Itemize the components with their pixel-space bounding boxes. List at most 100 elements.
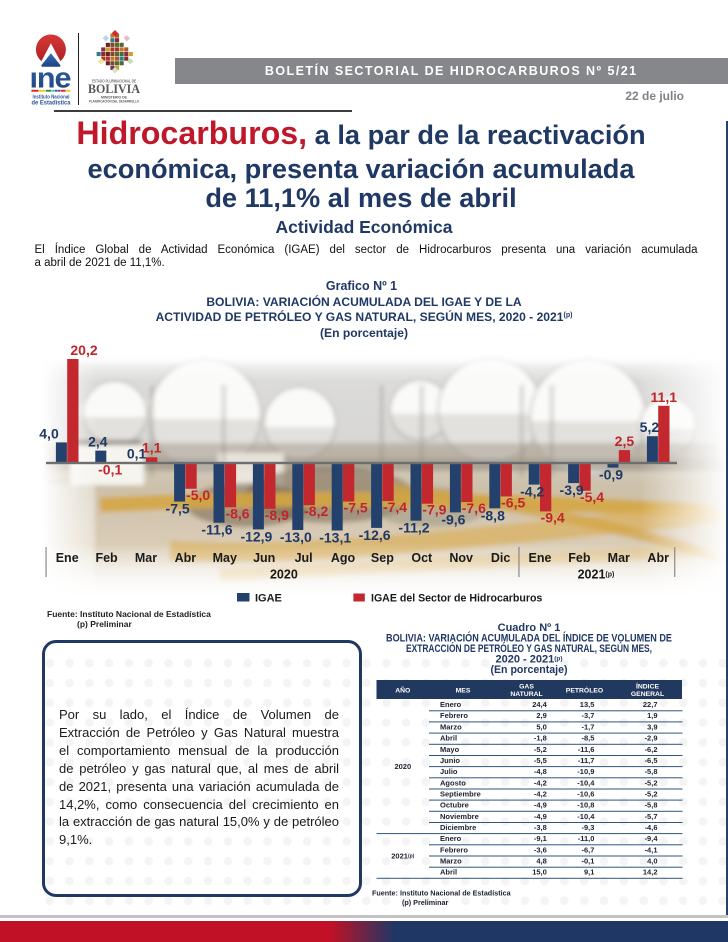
- svg-text:-4,1: -4,1: [645, 845, 658, 854]
- svg-text:-11,2: -11,2: [398, 520, 429, 536]
- svg-text:Julio: Julio: [440, 767, 458, 776]
- svg-text:Marzo: Marzo: [440, 857, 462, 866]
- svg-text:BOLIVIA: BOLIVIA: [88, 82, 140, 96]
- svg-text:Cuadro Nº 1: Cuadro Nº 1: [498, 622, 561, 634]
- svg-text:4,8: 4,8: [536, 857, 546, 866]
- svg-text:Noviembre: Noviembre: [440, 812, 479, 821]
- svg-text:-5,2: -5,2: [534, 745, 547, 754]
- svg-text:Oct: Oct: [411, 551, 433, 565]
- svg-text:-4,8: -4,8: [534, 767, 547, 776]
- svg-text:Ene: Ene: [529, 551, 552, 565]
- svg-text:(En porcentaje): (En porcentaje): [490, 664, 567, 676]
- svg-text:-6,2: -6,2: [645, 745, 658, 754]
- svg-text:Mar: Mar: [608, 551, 630, 565]
- svg-text:-9,4: -9,4: [541, 509, 565, 525]
- svg-text:2,9: 2,9: [536, 711, 546, 720]
- svg-text:Enero: Enero: [440, 834, 462, 843]
- svg-text:-1,7: -1,7: [581, 722, 594, 731]
- svg-text:Abr: Abr: [647, 551, 669, 565]
- svg-text:(p) Preliminar: (p) Preliminar: [402, 898, 449, 907]
- svg-text:-11,7: -11,7: [578, 756, 595, 765]
- svg-text:2,4: 2,4: [88, 434, 108, 450]
- svg-text:-3,7: -3,7: [581, 711, 594, 720]
- svg-text:BOLIVIA: VARIACIÓN ACUMULADA D: BOLIVIA: VARIACIÓN ACUMULADA DEL ÍNDICE …: [386, 632, 672, 645]
- svg-text:Ago: Ago: [331, 551, 356, 565]
- svg-text:Febrero: Febrero: [440, 845, 468, 854]
- svg-text:2020: 2020: [270, 568, 298, 582]
- svg-text:Mayo: Mayo: [440, 745, 460, 754]
- svg-text:-10,6: -10,6: [577, 789, 594, 798]
- svg-text:Abr: Abr: [175, 551, 197, 565]
- svg-text:-2,9: -2,9: [645, 734, 658, 743]
- svg-text:-4,6: -4,6: [645, 823, 658, 832]
- svg-text:NATURAL: NATURAL: [510, 691, 542, 698]
- svg-text:2021(p): 2021(p): [391, 852, 414, 861]
- svg-text:24,4: 24,4: [532, 700, 547, 709]
- svg-text:-3,8: -3,8: [534, 823, 547, 832]
- svg-text:-10,4: -10,4: [577, 778, 595, 787]
- svg-text:4,0: 4,0: [39, 425, 59, 441]
- svg-text:-3,9: -3,9: [560, 482, 584, 498]
- svg-text:MINISTERIO DE: MINISTERIO DE: [101, 96, 128, 100]
- svg-text:-9,6: -9,6: [441, 511, 465, 527]
- svg-text:-8,9: -8,9: [265, 507, 289, 523]
- svg-text:13,5: 13,5: [580, 700, 595, 709]
- svg-text:IGAE: IGAE: [255, 593, 282, 605]
- svg-text:-9,4: -9,4: [645, 834, 659, 843]
- svg-text:May: May: [213, 551, 237, 565]
- svg-text:-11,0: -11,0: [578, 834, 595, 843]
- svg-text:-7,9: -7,9: [422, 502, 446, 518]
- svg-text:EXTRACCIÓN DE PETRÓLEO Y GAS N: EXTRACCIÓN DE PETRÓLEO Y GAS NATURAL, SE…: [406, 642, 652, 655]
- svg-text:-6,5: -6,5: [645, 756, 658, 765]
- svg-text:de Estadística: de Estadística: [32, 101, 72, 107]
- svg-text:MES: MES: [456, 688, 471, 695]
- svg-text:-8,6: -8,6: [225, 505, 249, 521]
- svg-text:-4,9: -4,9: [534, 812, 547, 821]
- svg-text:-8,8: -8,8: [481, 507, 505, 523]
- svg-text:-8,5: -8,5: [581, 734, 594, 743]
- svg-text:Agosto: Agosto: [440, 778, 466, 787]
- svg-text:0,1: 0,1: [127, 446, 147, 462]
- svg-text:-1,8: -1,8: [534, 734, 547, 743]
- svg-text:Feb: Feb: [95, 551, 118, 565]
- svg-text:20,2: 20,2: [70, 342, 97, 358]
- svg-text:-7,5: -7,5: [166, 501, 190, 517]
- svg-text:Dic: Dic: [491, 551, 511, 565]
- svg-text:22,7: 22,7: [643, 700, 658, 709]
- svg-text:Nov: Nov: [449, 551, 473, 565]
- svg-text:GAS: GAS: [519, 684, 534, 691]
- svg-text:-12,6: -12,6: [359, 527, 391, 543]
- svg-text:ÍNDICE: ÍNDICE: [636, 682, 660, 691]
- svg-text:Jun: Jun: [253, 551, 275, 565]
- svg-text:-6,5: -6,5: [501, 495, 525, 511]
- svg-text:Febrero: Febrero: [440, 711, 468, 720]
- svg-text:-7,5: -7,5: [344, 500, 368, 516]
- svg-text:Octubre: Octubre: [440, 801, 469, 810]
- svg-text:11,1: 11,1: [651, 389, 678, 405]
- svg-text:-10,4: -10,4: [577, 812, 595, 821]
- svg-text:9,1: 9,1: [584, 868, 594, 877]
- svg-text:-9,1: -9,1: [534, 834, 547, 843]
- svg-text:Feb: Feb: [568, 551, 591, 565]
- svg-text:IGAE del Sector de Hidrocarbur: IGAE del Sector de Hidrocarburos: [371, 593, 542, 605]
- svg-text:1,1: 1,1: [142, 439, 162, 455]
- svg-text:Mar: Mar: [135, 551, 157, 565]
- svg-text:2020: 2020: [394, 762, 411, 771]
- svg-text:-7,6: -7,6: [462, 500, 486, 516]
- svg-text:4,0: 4,0: [647, 857, 657, 866]
- svg-text:-4,2: -4,2: [534, 789, 547, 798]
- svg-text:-5,4: -5,4: [580, 489, 604, 505]
- svg-text:-3,6: -3,6: [534, 845, 547, 854]
- svg-text:-5,2: -5,2: [645, 778, 658, 787]
- svg-text:GENERAL: GENERAL: [631, 691, 664, 698]
- svg-text:15,0: 15,0: [532, 868, 547, 877]
- svg-text:Sep: Sep: [371, 551, 394, 565]
- svg-text:-13,0: -13,0: [280, 529, 312, 545]
- svg-text:3,9: 3,9: [647, 722, 657, 731]
- svg-text:14,2: 14,2: [643, 868, 658, 877]
- svg-text:-10,8: -10,8: [577, 801, 594, 810]
- svg-text:Enero: Enero: [440, 700, 462, 709]
- svg-text:ıne: ıne: [30, 63, 72, 95]
- svg-text:PLANIFICACIÓN DEL DESARROLLO: PLANIFICACIÓN DEL DESARROLLO: [89, 99, 139, 104]
- svg-text:-13,1: -13,1: [319, 530, 351, 546]
